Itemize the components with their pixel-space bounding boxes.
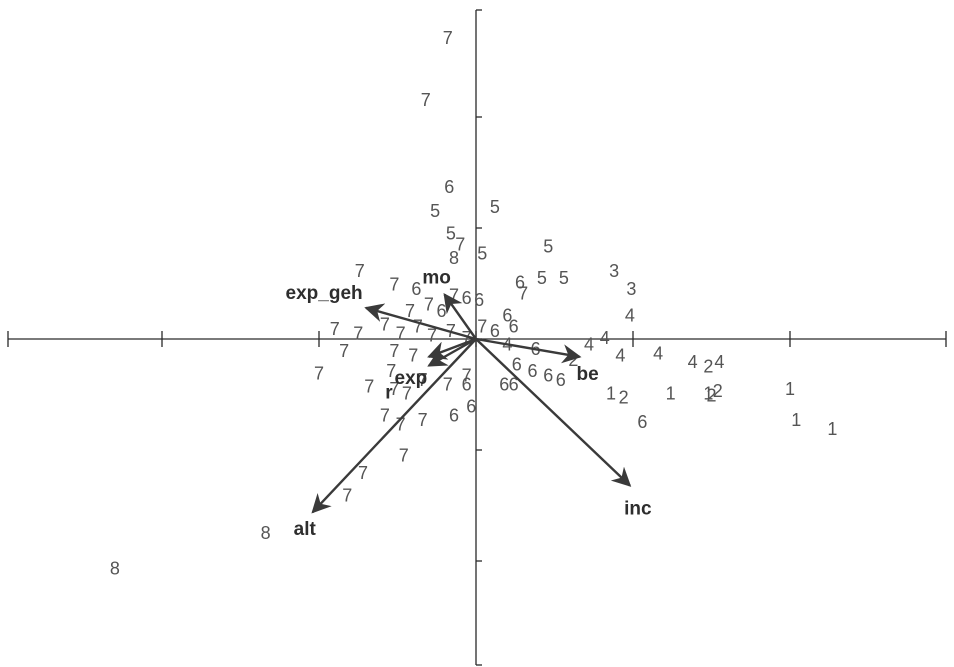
point-label: 6 <box>556 370 566 390</box>
point-label: 7 <box>396 323 406 343</box>
point-label: 6 <box>502 306 512 326</box>
point-label: 7 <box>353 323 363 343</box>
point-label: 6 <box>490 321 500 341</box>
point-label: 6 <box>411 279 421 299</box>
point-label: 4 <box>584 334 594 354</box>
point-label: 1 <box>703 383 713 403</box>
point-label: 7 <box>408 346 418 366</box>
point-label: 7 <box>405 301 415 321</box>
point-label: 3 <box>626 279 636 299</box>
point-label: 7 <box>402 383 412 403</box>
point-label: 4 <box>625 306 635 326</box>
point-label: 4 <box>600 328 610 348</box>
point-label: 5 <box>559 268 569 288</box>
point-label: 7 <box>399 445 409 465</box>
vector-label-exp: exp <box>395 368 428 389</box>
point-label: 8 <box>261 523 271 543</box>
point-label: 4 <box>688 352 698 372</box>
point-label: 6 <box>462 288 472 308</box>
point-label: 2 <box>619 388 629 408</box>
point-label: 8 <box>110 559 120 579</box>
point-label: 6 <box>444 177 454 197</box>
point-label: 1 <box>606 383 616 403</box>
point-label: 7 <box>424 294 434 314</box>
point-label: 6 <box>499 374 509 394</box>
point-label: 8 <box>449 248 459 268</box>
point-label: 5 <box>477 243 487 263</box>
point-label: 1 <box>785 379 795 399</box>
vector-label-inc: inc <box>624 499 652 520</box>
point-label: 2 <box>703 357 713 377</box>
point-label: 5 <box>543 237 553 257</box>
point-label: 6 <box>512 354 522 374</box>
point-label: 6 <box>637 412 647 432</box>
vector-exp_geh <box>364 303 477 341</box>
point-label: 3 <box>609 261 619 281</box>
point-label: 6 <box>509 317 519 337</box>
vector-r <box>427 337 477 367</box>
vector-mo <box>443 293 477 340</box>
point-label: 7 <box>462 365 472 385</box>
point-label: 6 <box>474 290 484 310</box>
point-label: 7 <box>358 463 368 483</box>
axes <box>7 9 947 666</box>
point-label: 5 <box>446 223 456 243</box>
point-label: 4 <box>615 346 625 366</box>
point-label: 5 <box>537 268 547 288</box>
point-label: 7 <box>314 363 324 383</box>
point-label: 1 <box>666 383 676 403</box>
point-label: 7 <box>443 28 453 48</box>
point-label: 5 <box>430 201 440 221</box>
point-label: 6 <box>528 361 538 381</box>
point-label: 6 <box>449 405 459 425</box>
point-label: 7 <box>443 374 453 394</box>
point-label: 7 <box>389 379 399 399</box>
vector-label-mo: mo <box>422 268 451 289</box>
point-label: 6 <box>543 365 553 385</box>
point-label: 7 <box>330 319 340 339</box>
point-label: 7 <box>396 414 406 434</box>
point-label: 7 <box>427 326 437 346</box>
point-label: 7 <box>380 314 390 334</box>
point-label: 5 <box>490 197 500 217</box>
vector-label-r: r <box>385 383 393 404</box>
vector-be <box>475 337 582 364</box>
point-labels: 7756555557833556747766677766667777777777… <box>110 28 838 579</box>
point-label: 6 <box>466 397 476 417</box>
point-label: 6 <box>436 301 446 321</box>
point-label: 7 <box>339 341 349 361</box>
point-label: 7 <box>418 370 428 390</box>
point-label: 7 <box>386 361 396 381</box>
point-label: 2 <box>713 381 723 401</box>
vector-label-be: be <box>577 364 599 385</box>
vector-inc <box>475 338 632 487</box>
point-label: 7 <box>364 377 374 397</box>
point-label: 7 <box>342 485 352 505</box>
point-label: 6 <box>462 374 472 394</box>
point-label: 2 <box>706 385 716 405</box>
point-label: 7 <box>389 341 399 361</box>
point-label: 6 <box>515 272 525 292</box>
vector-label-alt: alt <box>294 519 317 540</box>
point-label: 7 <box>380 405 390 425</box>
point-label: 7 <box>355 261 365 281</box>
point-label: 4 <box>714 352 724 372</box>
point-label: 7 <box>455 235 465 255</box>
vector-label-exp_geh: exp_geh <box>286 283 363 304</box>
point-label: 7 <box>462 328 472 348</box>
point-label: 7 <box>418 410 428 430</box>
point-label: 7 <box>413 317 423 337</box>
vector-alt <box>311 338 477 514</box>
point-label: 1 <box>827 419 837 439</box>
point-label: 1 <box>791 410 801 430</box>
point-label: 4 <box>653 343 663 363</box>
point-label: 7 <box>389 274 399 294</box>
point-label: 7 <box>421 90 431 110</box>
point-label: 7 <box>477 317 487 337</box>
point-label: 7 <box>518 283 528 303</box>
point-label: 6 <box>509 374 519 394</box>
